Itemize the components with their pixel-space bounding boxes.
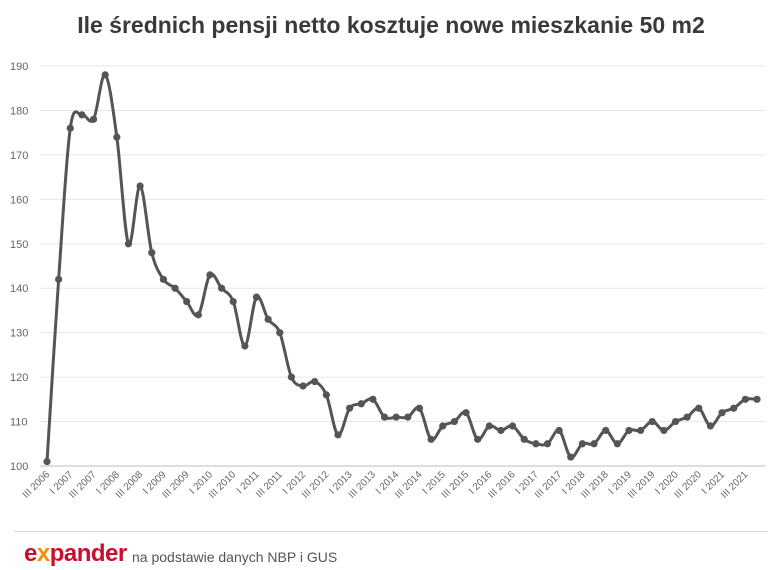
data-point xyxy=(101,71,109,79)
data-point xyxy=(625,426,633,435)
x-tick-label: III 2008 xyxy=(114,469,146,501)
y-tick-label: 150 xyxy=(10,239,28,251)
x-tick-label: III 2010 xyxy=(207,469,239,501)
x-tick-label: III 2016 xyxy=(486,469,518,501)
data-point xyxy=(346,404,354,412)
data-point xyxy=(695,404,703,412)
data-point xyxy=(439,422,447,430)
source-note: na podstawie danych NBP i GUS xyxy=(132,549,338,565)
x-tick-label: III 2017 xyxy=(533,469,565,501)
data-point xyxy=(555,426,563,435)
footer-divider xyxy=(14,531,768,532)
data-point xyxy=(334,431,342,439)
data-point xyxy=(136,182,144,190)
y-tick-label: 190 xyxy=(10,61,28,73)
x-tick-label: III 2011 xyxy=(254,469,285,500)
data-point xyxy=(508,422,517,430)
data-point xyxy=(497,426,505,435)
x-tick-label: III 2018 xyxy=(579,469,611,501)
data-point xyxy=(613,440,621,448)
data-point xyxy=(567,453,575,461)
data-point xyxy=(78,111,86,119)
data-point xyxy=(241,342,249,350)
data-point xyxy=(369,395,377,403)
expander-logo: expander xyxy=(24,540,127,567)
data-point xyxy=(276,329,284,337)
data-point xyxy=(450,417,458,426)
x-tick-label: III 2007 xyxy=(67,469,99,501)
data-point xyxy=(648,417,656,426)
data-point xyxy=(543,440,552,448)
data-point xyxy=(602,426,610,435)
data-point xyxy=(322,391,330,399)
x-tick-label: III 2019 xyxy=(626,469,658,501)
data-point xyxy=(404,413,412,421)
x-tick-label: III 2014 xyxy=(393,469,425,501)
y-axis-ticks: 100 110 120 130 140 150 160 170 180 190 xyxy=(10,61,28,473)
x-tick-label: III 2006 xyxy=(21,469,53,501)
data-point xyxy=(113,133,121,141)
data-point xyxy=(718,409,726,417)
y-tick-label: 100 xyxy=(10,461,28,473)
gridlines xyxy=(40,65,765,467)
data-point xyxy=(637,426,645,435)
data-point xyxy=(380,413,389,421)
data-point xyxy=(217,284,226,292)
x-tick-label: III 2015 xyxy=(440,469,472,501)
x-tick-label: III 2013 xyxy=(347,469,379,501)
data-points xyxy=(43,71,761,466)
x-tick-label: III 2012 xyxy=(300,469,332,501)
data-point xyxy=(55,275,63,283)
data-point xyxy=(474,435,482,443)
y-tick-label: 170 xyxy=(10,150,28,162)
data-point xyxy=(730,404,738,412)
data-point xyxy=(229,297,237,306)
data-point xyxy=(43,457,51,466)
data-point xyxy=(532,440,540,448)
x-tick-label: III 2021 xyxy=(719,469,751,501)
data-point xyxy=(159,275,167,283)
y-tick-label: 130 xyxy=(10,328,28,340)
data-point xyxy=(590,440,598,448)
x-tick-label: III 2020 xyxy=(673,469,705,501)
data-point xyxy=(660,426,668,435)
data-point xyxy=(741,395,749,403)
data-point xyxy=(683,413,691,421)
chart-title: Ile średnich pensji netto kosztuje nowe … xyxy=(77,12,705,38)
x-tick-label: III 2009 xyxy=(160,469,192,501)
data-point xyxy=(520,435,528,443)
data-point xyxy=(194,311,202,319)
data-point xyxy=(427,435,435,443)
series-line xyxy=(45,73,759,464)
data-point xyxy=(183,297,191,306)
y-tick-label: 140 xyxy=(10,283,28,295)
data-point xyxy=(89,115,98,123)
data-point xyxy=(578,440,587,448)
data-point xyxy=(299,382,307,390)
data-point xyxy=(357,400,365,408)
data-point xyxy=(671,417,680,426)
data-point xyxy=(264,315,272,323)
data-point xyxy=(392,413,400,421)
y-tick-label: 160 xyxy=(10,194,28,206)
data-point xyxy=(462,409,470,417)
data-point xyxy=(311,377,319,386)
data-point xyxy=(206,271,214,279)
data-point xyxy=(124,240,133,248)
data-point xyxy=(485,422,493,430)
y-tick-label: 180 xyxy=(10,105,28,117)
data-point xyxy=(66,124,74,132)
data-point xyxy=(287,373,296,381)
data-point xyxy=(171,284,179,292)
y-tick-label: 110 xyxy=(10,417,28,429)
data-point xyxy=(252,293,261,301)
data-point xyxy=(753,395,761,403)
data-point xyxy=(415,404,424,412)
y-tick-label: 120 xyxy=(10,372,28,384)
data-point xyxy=(706,422,715,430)
data-point xyxy=(148,249,156,257)
